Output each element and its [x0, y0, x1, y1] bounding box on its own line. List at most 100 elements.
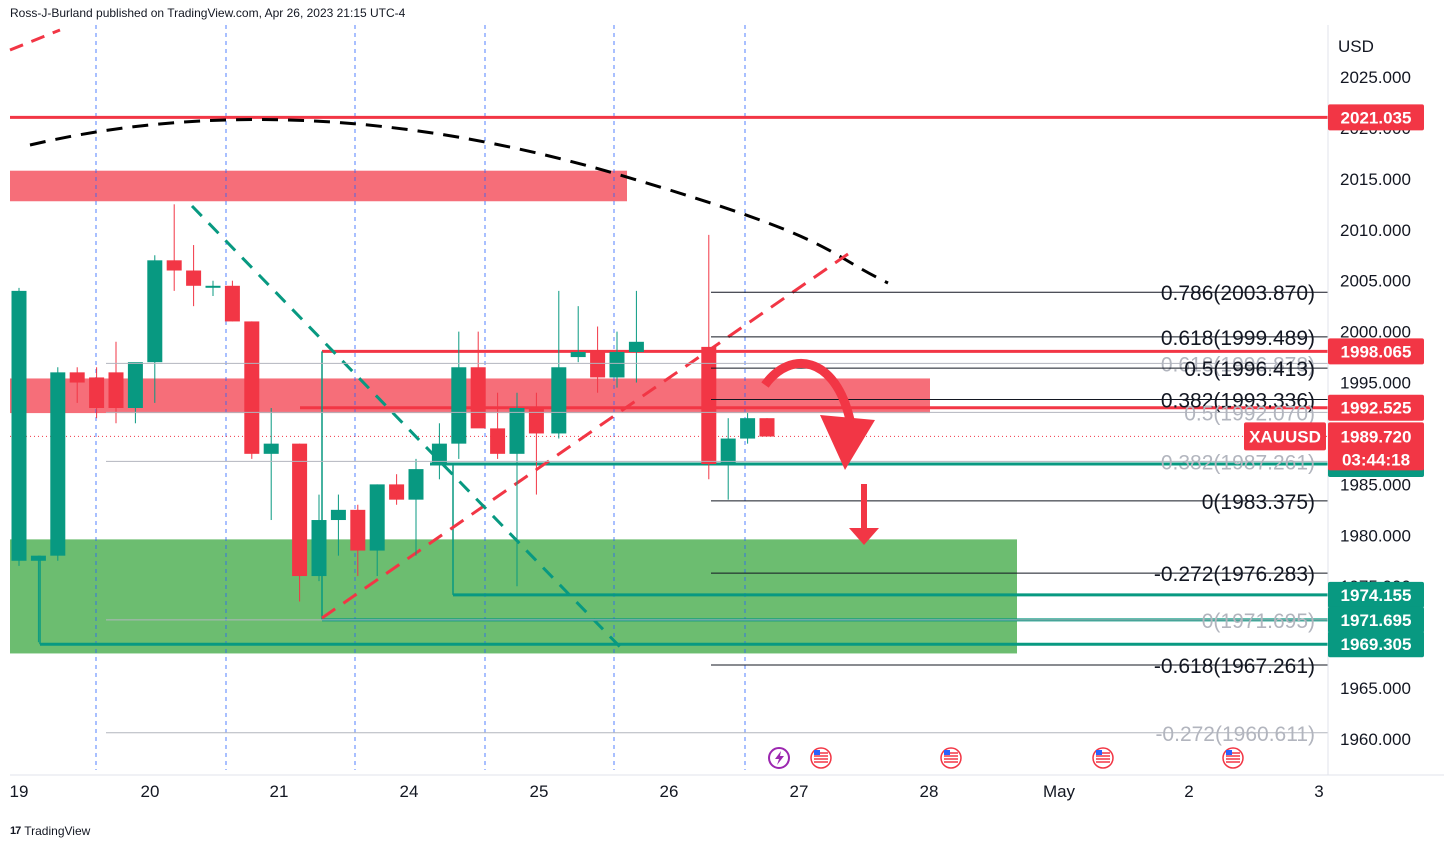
fib-label-9: 0(1971.695) [1202, 610, 1315, 633]
fib-label-8: -0.272(1976.283) [1154, 563, 1315, 586]
candles-layer [11, 204, 775, 643]
us-flag-icon-2 [940, 747, 962, 769]
time-tick-7: 28 [920, 782, 939, 801]
candle-body-26 [528, 408, 544, 434]
arrows-layer [761, 359, 879, 545]
candle-body-12 [244, 321, 260, 454]
price-tick-2: 2015.000 [1340, 170, 1411, 189]
price-tick-9: 1980.000 [1340, 526, 1411, 545]
time-tick-10: 3 [1314, 782, 1323, 801]
price-tags-layer: 2021.0351998.0651992.5251987.0001974.155… [1244, 104, 1424, 658]
candle-body-28 [570, 351, 586, 358]
price-tag-6: 1969.305 [1341, 635, 1412, 654]
fib-layer: 0.786(2003.870) 0.618(1999.489) 0.618(1996… [106, 282, 1328, 746]
candle-body-18 [369, 484, 385, 551]
green-dashed-downtrend [190, 204, 627, 654]
price-tag-4: 1974.155 [1341, 586, 1412, 605]
us-flag-icon-1-canton [814, 750, 820, 755]
candle-body-29 [590, 351, 606, 378]
candle-body-33 [720, 438, 736, 465]
candle-body-23 [470, 367, 486, 429]
us-flag-icon-4 [1222, 747, 1244, 769]
lightning-glyph [775, 751, 784, 765]
price-tag-bg-1 [1328, 338, 1424, 365]
price-tag-1: 1998.065 [1341, 342, 1412, 361]
candle-body-22 [451, 367, 467, 444]
us-flag-icon-3-canton [1096, 750, 1102, 755]
price-tag-bg-2 [1328, 394, 1424, 421]
candle-body-27 [551, 367, 567, 434]
red-dashed-top [9, 28, 61, 52]
time-tick-6: 27 [790, 782, 809, 801]
us-flag-icon-3 [1092, 747, 1114, 769]
candle-body-19 [389, 484, 405, 500]
candle-body-9 [186, 270, 202, 286]
time-tick-4: 25 [530, 782, 549, 801]
time-tick-9: 2 [1184, 782, 1193, 801]
events-layer [768, 747, 1244, 769]
countdown-tag: 03:44:18 [1342, 450, 1410, 469]
price-tag-bg-0 [1328, 104, 1424, 131]
price-tick-13: 1960.000 [1340, 730, 1411, 749]
time-tick-3: 24 [400, 782, 419, 801]
resistance-zone-top [10, 170, 627, 202]
candle-body-5 [108, 372, 124, 408]
fib-label-1: 0.618(1999.489) [1161, 327, 1315, 350]
candle-body-3 [69, 372, 85, 383]
candle-body-13 [263, 443, 279, 454]
fib-label-10: -0.618(1967.261) [1154, 655, 1315, 678]
price-tick-12: 1965.000 [1340, 679, 1411, 698]
price-tag-0: 2021.035 [1341, 108, 1412, 127]
candle-body-14 [292, 443, 308, 577]
candle-body-35 [759, 418, 775, 437]
price-tag-5: 1971.695 [1341, 611, 1412, 630]
candle-body-7 [147, 260, 163, 363]
price-tick-3: 2010.000 [1340, 221, 1411, 240]
fib-label-6: 0.382(1987.261) [1161, 451, 1315, 474]
candle-body-16 [330, 509, 346, 521]
support-zone [10, 539, 1017, 654]
price-tag-bg-6 [1328, 631, 1424, 658]
us-flag-icon-1 [810, 747, 832, 769]
fib-label-7: 0(1983.375) [1202, 491, 1315, 514]
candle-body-15 [311, 520, 327, 577]
us-flag-icon-2-canton [944, 750, 950, 755]
symbol-tag-bg [1244, 422, 1326, 451]
curved-arrow-head [820, 415, 875, 470]
candle-body-21 [431, 443, 447, 465]
price-tick-8: 1985.000 [1340, 475, 1411, 494]
currency-label: USD [1338, 37, 1374, 56]
price-tick-0: 2025.000 [1340, 68, 1411, 87]
us-flag-icon-4-canton [1226, 750, 1232, 755]
fib-label-11: -0.272(1960.611) [1155, 723, 1315, 746]
candle-body-8 [166, 260, 182, 271]
price-tick-6: 1995.000 [1340, 374, 1411, 393]
price-tick-4: 2005.000 [1340, 272, 1411, 291]
fib-label-4: 0.382(1993.336) [1161, 389, 1315, 412]
candle-body-30 [609, 351, 625, 378]
candle-body-2 [50, 372, 66, 556]
fib-label-2: 0.618(1996.878) [1161, 353, 1315, 376]
tradingview-footer[interactable]: 17 TradingView [10, 824, 90, 838]
fib-label-0: 0.786(2003.870) [1161, 282, 1315, 305]
candle-body-4 [89, 377, 105, 408]
publish-info: Ross-J-Burland published on TradingView.… [10, 6, 406, 20]
tradingview-brand: TradingView [24, 824, 91, 838]
candle-body-31 [628, 341, 644, 352]
price-tick-5: 2000.000 [1340, 323, 1411, 342]
candle-body-10 [205, 285, 221, 288]
candle-body-0 [11, 290, 27, 561]
time-tick-0: 19 [10, 782, 29, 801]
candle-body-25 [509, 408, 525, 454]
time-tick-1: 20 [141, 782, 160, 801]
fib-label-3: 0.5(1996.413) [1184, 358, 1315, 381]
red-dashed-uptrend [321, 252, 849, 620]
down-arrow-head [849, 528, 879, 545]
candle-body-11 [224, 285, 240, 322]
last-price-tag: 1989.720 [1341, 427, 1412, 446]
tradingview-logo-icon: 17 [10, 825, 21, 837]
time-tick-8: May [1043, 782, 1076, 801]
price-tag-2: 1992.525 [1341, 399, 1412, 418]
candle-body-32 [701, 346, 717, 465]
